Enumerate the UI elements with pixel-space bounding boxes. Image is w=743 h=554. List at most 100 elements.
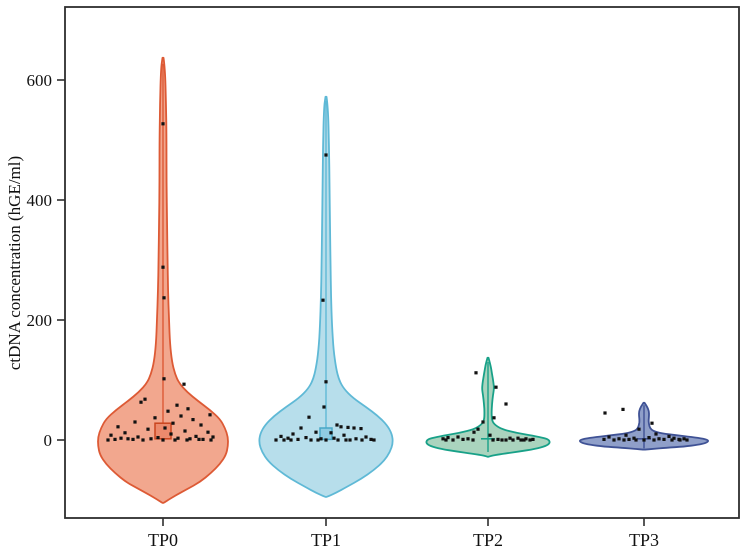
data-point-TP2	[524, 437, 528, 441]
data-point-TP2	[511, 438, 515, 442]
data-point-TP1	[319, 437, 323, 441]
data-point-TP3	[682, 437, 686, 441]
data-point-TP1	[369, 437, 373, 441]
data-point-TP2	[451, 438, 455, 442]
data-point-TP2	[481, 420, 485, 424]
data-point-TP0	[183, 429, 187, 433]
data-point-TP3	[670, 438, 674, 442]
data-point-TP2	[528, 438, 532, 442]
x-tick-label-TP2: TP2	[473, 530, 503, 550]
data-point-TP0	[173, 438, 177, 442]
data-point-TP0	[153, 416, 157, 420]
data-point-TP0	[182, 382, 186, 386]
data-point-TP0	[119, 436, 123, 440]
data-point-TP1	[348, 438, 352, 442]
data-point-TP0	[206, 430, 210, 434]
data-point-TP1	[324, 153, 328, 157]
data-point-TP0	[161, 122, 165, 126]
data-point-TP0	[201, 437, 205, 441]
data-point-TP0	[199, 423, 203, 427]
y-tick-label: 200	[27, 311, 53, 330]
data-point-TP3	[632, 436, 636, 440]
data-point-TP3	[603, 411, 607, 415]
data-point-TP3	[667, 434, 671, 438]
data-point-TP3	[637, 427, 641, 431]
data-point-TP0	[171, 421, 175, 425]
x-tick-label-TP3: TP3	[629, 530, 659, 550]
data-point-TP3	[624, 433, 628, 437]
data-point-TP1	[282, 438, 286, 442]
data-point-TP1	[321, 298, 325, 302]
data-point-TP1	[336, 438, 340, 442]
data-point-TP0	[185, 438, 189, 442]
data-point-TP0	[166, 409, 170, 413]
data-point-TP3	[654, 432, 658, 436]
data-point-TP0	[149, 437, 153, 441]
data-point-TP3	[650, 421, 654, 425]
data-point-TP3	[617, 437, 621, 441]
data-point-TP0	[161, 438, 165, 442]
y-axis-label: ctDNA concentration (hGE/ml)	[5, 156, 24, 370]
x-tick-label-TP1: TP1	[311, 530, 341, 550]
data-point-TP2	[491, 438, 495, 442]
data-point-TP3	[634, 438, 638, 442]
data-point-TP1	[299, 426, 303, 430]
data-point-TP3	[685, 438, 689, 442]
data-point-TP0	[141, 438, 145, 442]
data-point-TP2	[466, 437, 470, 441]
data-point-TP1	[307, 415, 311, 419]
data-point-TP1	[274, 438, 278, 442]
data-point-TP1	[314, 430, 318, 434]
data-point-TP1	[360, 438, 364, 442]
data-point-TP0	[136, 435, 140, 439]
data-point-TP2	[494, 385, 498, 389]
data-point-TP1	[286, 436, 290, 440]
data-point-TP2	[522, 438, 526, 442]
chart-generated-content: 0 200 400 600 TP0 TP1 TP2 TP3	[27, 6, 740, 550]
data-point-TP3	[647, 436, 651, 440]
data-point-TP3	[612, 438, 616, 442]
data-point-TP3	[657, 437, 661, 441]
data-point-TP0	[209, 438, 213, 442]
data-point-TP1	[335, 423, 339, 427]
data-point-TP0	[109, 433, 113, 437]
data-point-TP2	[446, 436, 450, 440]
data-point-TP2	[471, 438, 475, 442]
data-point-TP3	[622, 438, 626, 442]
data-point-TP1	[296, 437, 300, 441]
data-point-TP1	[342, 433, 346, 437]
y-tick-label: 0	[44, 431, 53, 450]
data-point-TP0	[191, 418, 195, 422]
data-point-TP0	[197, 437, 201, 441]
data-point-TP1	[372, 438, 376, 442]
data-point-TP3	[627, 437, 631, 441]
data-point-TP0	[116, 425, 120, 429]
data-point-TP0	[211, 435, 215, 439]
data-point-TP0	[156, 436, 160, 440]
data-point-TP1	[316, 438, 320, 442]
data-point-TP1	[364, 435, 368, 439]
data-point-TP0	[133, 420, 137, 424]
x-tick-label-TP0: TP0	[148, 530, 178, 550]
data-point-TP1	[359, 427, 363, 431]
data-point-TP1	[329, 431, 333, 435]
data-point-TP0	[131, 437, 135, 441]
data-point-TP3	[652, 438, 656, 442]
data-point-TP0	[126, 437, 130, 441]
data-point-TP2	[474, 371, 478, 375]
data-point-TP2	[461, 437, 465, 441]
data-point-TP1	[289, 438, 293, 442]
data-point-TP2	[444, 438, 448, 442]
data-point-TP1	[346, 425, 350, 429]
data-point-TP2	[504, 402, 508, 406]
data-point-TP2	[441, 437, 445, 441]
data-point-TP0	[169, 432, 173, 436]
data-point-TP2	[456, 435, 460, 439]
data-point-TP1	[291, 432, 295, 436]
data-point-TP2	[508, 436, 512, 440]
data-point-TP2	[516, 436, 520, 440]
data-point-TP1	[352, 426, 356, 430]
data-point-TP1	[309, 438, 313, 442]
data-point-TP0	[176, 436, 180, 440]
